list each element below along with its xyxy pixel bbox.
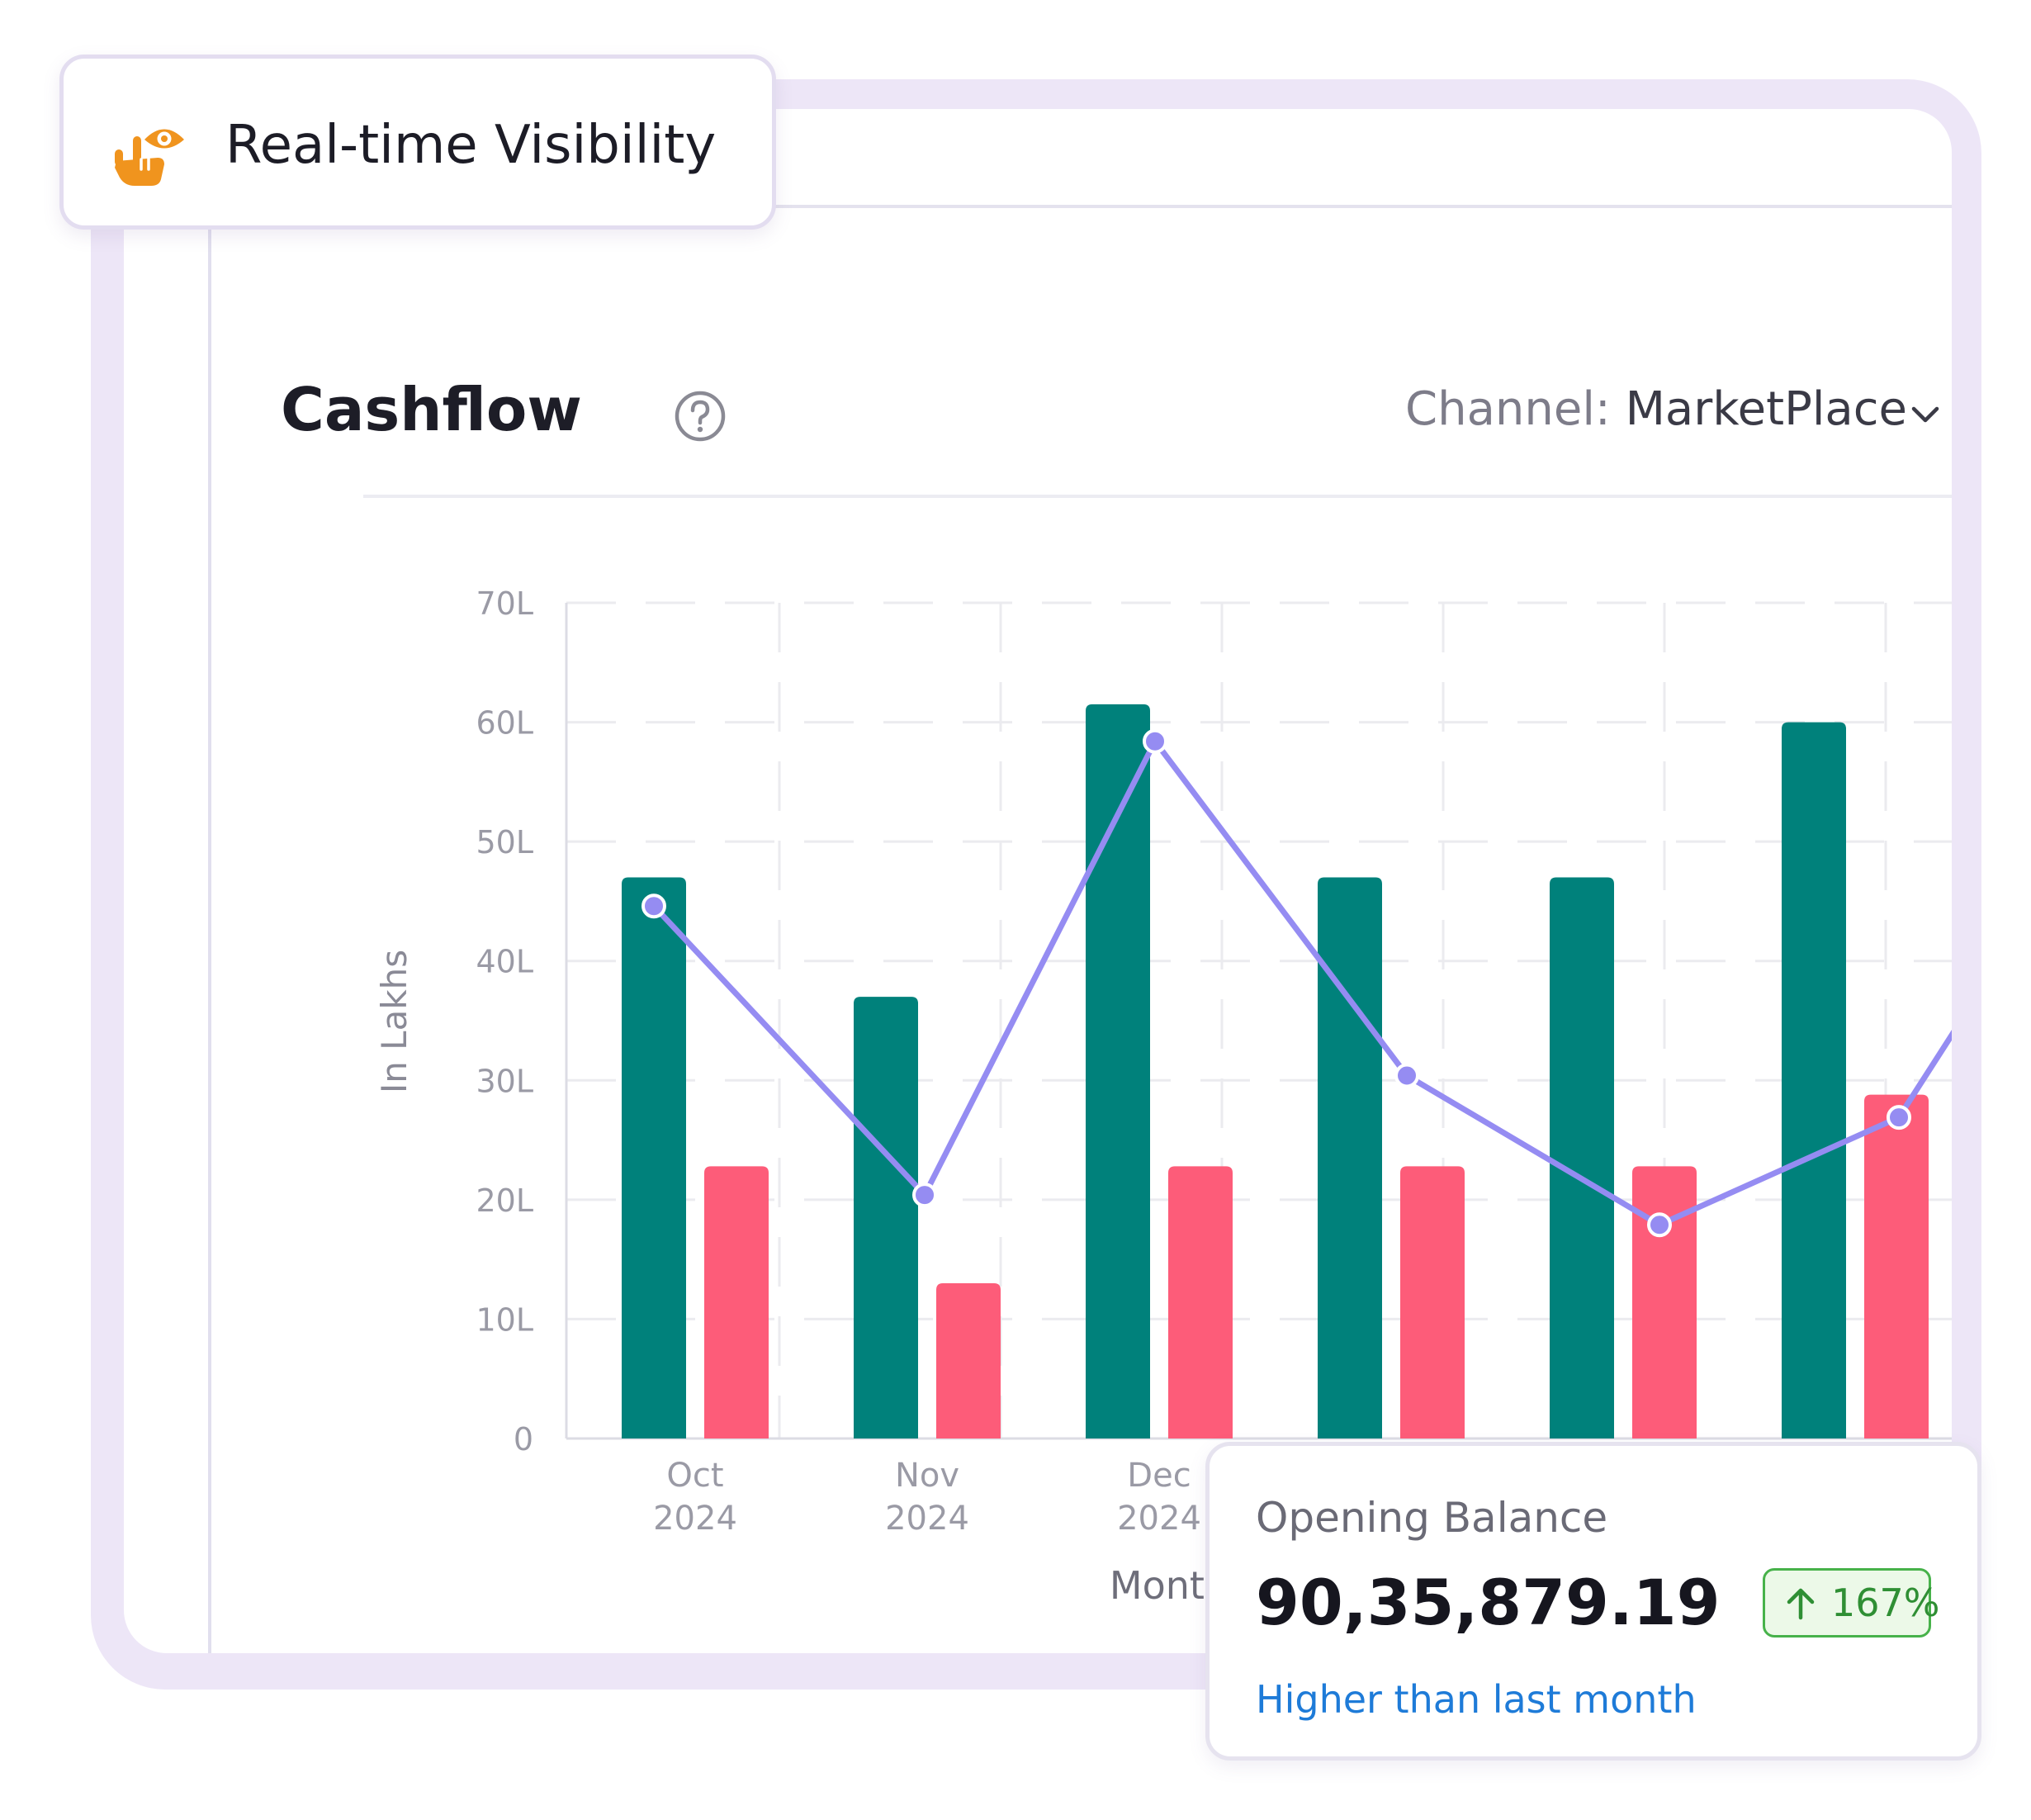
cashflow-chart: 0 10L 20L 30L 40L 50L 60L 70L Oct 2024 Nov 2024 Dec 2… (374, 585, 1952, 1608)
realtime-visibility-badge: Real-time Visibility (59, 55, 776, 230)
sidebar-divider (208, 208, 211, 1653)
pointer-eye-icon (115, 129, 184, 186)
change-percent: 167% (1831, 1581, 1940, 1625)
header-divider (363, 495, 1952, 498)
y-axis-title: In Lakhs (374, 950, 414, 1093)
opening-balance-value: 90,35,879.19 (1256, 1566, 1721, 1639)
topbar-divider (124, 205, 1952, 208)
channel-filter[interactable]: Channel: MarketPlace (1405, 386, 1907, 433)
y-tick-label: 60L (476, 705, 533, 742)
x-tick-label: Nov 2024 (885, 1457, 969, 1538)
change-note: Higher than last month (1256, 1677, 1697, 1722)
bar-red (1632, 1166, 1697, 1438)
line-series (651, 738, 1952, 1228)
line-point (1394, 1063, 1419, 1088)
bar-red (1168, 1166, 1233, 1438)
opening-balance-label: Opening Balance (1256, 1494, 1608, 1542)
y-tick-label: 20L (476, 1183, 533, 1219)
chevron-down-icon[interactable] (1906, 395, 1945, 434)
change-badge: 167% (1763, 1568, 1940, 1638)
y-tick-label: 10L (476, 1301, 533, 1338)
bar-teal (1550, 877, 1614, 1438)
y-tick-label: 50L (476, 824, 533, 860)
x-tick-label: Oct 2024 (653, 1457, 737, 1538)
badge-label: Real-time Visibility (225, 115, 717, 176)
question-circle-icon[interactable] (674, 390, 727, 443)
bar-teal (1318, 877, 1382, 1438)
arrow-up-icon (1787, 1588, 1815, 1620)
x-tick-label: Dec 2024 (1117, 1457, 1201, 1538)
bar-teal (1086, 704, 1150, 1438)
line-point (912, 1183, 937, 1208)
line-point (1647, 1212, 1672, 1238)
bar-red (936, 1283, 1001, 1438)
bar-red (704, 1166, 769, 1438)
dashboard-window: Cashflow Channel: MarketPlace 0 10L 20L 30L… (124, 109, 1952, 1653)
bar-teal (622, 877, 686, 1438)
y-tick-label: 70L (476, 585, 533, 622)
channel-value: MarketPlace (1625, 382, 1907, 436)
bar-teal (1782, 722, 1846, 1438)
y-tick-label: 30L (476, 1063, 533, 1099)
chart-title: Cashflow (281, 375, 582, 444)
bar-red (1400, 1166, 1465, 1438)
line-point (1143, 728, 1167, 754)
line-point (1887, 1105, 1911, 1130)
cashflow-panel: Cashflow Channel: MarketPlace 0 10L 20L 30L… (211, 208, 1952, 1653)
opening-balance-card: Opening Balance 90,35,879.19 167% Higher… (1205, 1442, 1981, 1761)
y-tick-label: 0 (514, 1421, 533, 1457)
bar-teal (854, 997, 918, 1438)
channel-label: Channel: (1405, 382, 1611, 436)
bar-red (1864, 1094, 1929, 1438)
y-tick-label: 40L (476, 944, 533, 980)
line-point (641, 893, 666, 919)
